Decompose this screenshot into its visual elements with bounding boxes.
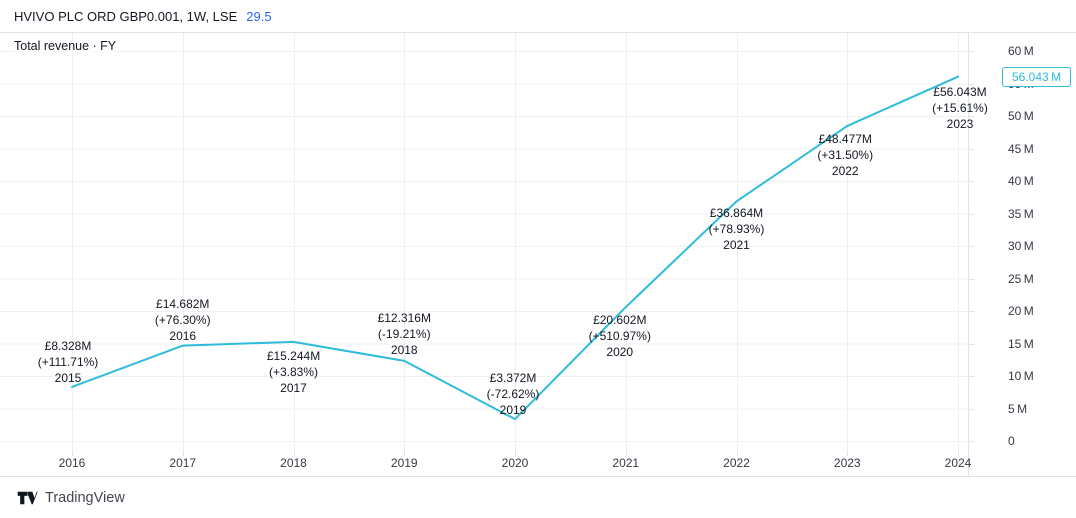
time-tick (515, 452, 516, 456)
time-tick (183, 452, 184, 456)
current-value-badge: 56.043 M (1002, 66, 1072, 87)
price-axis-label: 5 M (1008, 401, 1028, 416)
chart-plot-svg (0, 33, 968, 456)
tradingview-brand-text: TradingView (45, 489, 125, 506)
tradingview-icon (17, 491, 38, 504)
time-tick (737, 452, 738, 456)
price-axis-label: 30 M (1008, 239, 1034, 253)
time-axis-label: 2020 (501, 456, 529, 470)
price-axis-label: 0 (1008, 434, 1015, 448)
price-tick (968, 213, 974, 215)
price-axis-label: 40 M (1008, 174, 1034, 188)
time-tick (72, 452, 73, 456)
time-tick (404, 452, 405, 456)
price-tick (968, 116, 974, 117)
grid-lines (0, 33, 968, 456)
price-tick (968, 148, 974, 150)
price-axis-label: 45 M (1008, 141, 1034, 156)
time-axis-label: 2021 (612, 456, 640, 470)
price-axis-label: 50 M (1008, 109, 1034, 123)
revenue-line-series (71, 75, 959, 421)
price-tick (968, 311, 974, 312)
price-axis-label: 20 M (1008, 304, 1034, 318)
symbol-title[interactable]: HVIVO PLC ORD GBP0.001, 1W, LSE (14, 8, 238, 24)
price-tick (968, 408, 974, 410)
tradingview-logo[interactable]: TradingView (17, 490, 125, 506)
time-axis-border (0, 476, 1076, 477)
indicator-legend[interactable]: Total revenue · FY (14, 39, 117, 53)
time-axis[interactable]: 2016 2017 2018 2019 2020 2021 2022 2023 2024 (0, 452, 971, 476)
price-tick (968, 51, 974, 52)
time-axis-label: 2023 (833, 456, 861, 470)
price-axis-label: 10 M (1008, 369, 1034, 383)
footer-bar: TradingView (0, 477, 1076, 518)
time-tick (847, 452, 848, 456)
price-axis-border (968, 33, 969, 476)
price-axis-label: 35 M (1008, 206, 1034, 221)
price-axis-label: 25 M (1008, 271, 1034, 286)
symbol-legend-row: HVIVO PLC ORD GBP0.001, 1W, LSE 29.5 (0, 0, 1076, 33)
price-tick (968, 181, 974, 182)
time-axis-label: 2019 (390, 456, 418, 470)
price-axis[interactable]: 56.043 M 60 M55 M50 M45 M40 M35 M30 M25 … (968, 33, 1076, 476)
time-axis-label: 2016 (58, 456, 86, 470)
time-tick (294, 452, 295, 456)
time-tick (958, 452, 959, 456)
time-axis-label: 2017 (169, 456, 197, 470)
price-axis-label: 60 M (1008, 44, 1034, 58)
time-tick (626, 452, 627, 456)
chart-canvas[interactable] (0, 33, 968, 452)
price-tick (968, 343, 974, 345)
price-tick (968, 83, 974, 85)
symbol-last-value: 29.5 (246, 8, 272, 24)
time-axis-label: 2022 (723, 456, 750, 470)
price-tick (968, 278, 974, 280)
price-tick (968, 441, 974, 442)
price-tick (968, 246, 974, 247)
time-axis-label: 2018 (280, 456, 307, 470)
price-tick (968, 376, 974, 377)
price-axis-label: 15 M (1008, 336, 1034, 351)
time-axis-label: 2024 (944, 456, 972, 470)
